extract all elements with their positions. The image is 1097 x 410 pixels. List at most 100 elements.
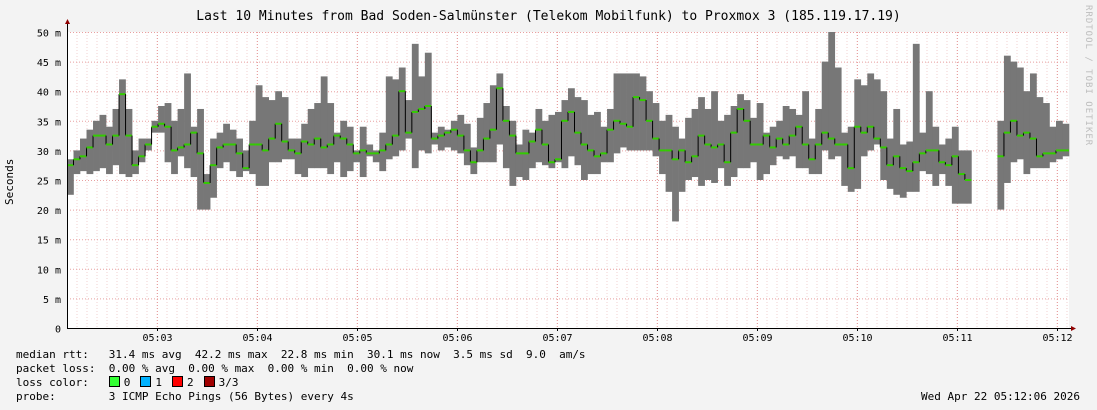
axes	[65, 19, 1076, 331]
smoke-bar	[958, 150, 966, 204]
loss-color-swatch	[171, 376, 183, 387]
smoke-bar	[763, 132, 770, 175]
smoke-bar	[216, 132, 224, 169]
smoke-bar	[515, 144, 523, 178]
smoke-bar	[1055, 120, 1063, 160]
smoke-bar	[1016, 67, 1024, 160]
chart-title: Last 10 Minutes from Bad Soden-Salmünste…	[196, 9, 901, 24]
x-tick-label: 05:04	[242, 333, 272, 344]
smoke-bar	[132, 150, 139, 175]
smoke-bar	[964, 150, 972, 204]
smoke-bar	[229, 129, 237, 172]
x-tick-label: 05:07	[542, 333, 572, 344]
smoke-bar	[613, 73, 621, 154]
smoke-bar	[385, 76, 393, 160]
smoke-bar	[581, 100, 588, 180]
smoke-bar	[262, 97, 269, 186]
smoke-bar	[607, 108, 614, 163]
smoke-bar	[587, 114, 595, 175]
probe-label: probe:	[16, 390, 56, 403]
smoke-bar	[210, 138, 217, 198]
smoke-bar	[346, 126, 354, 172]
smoke-bar	[620, 73, 627, 148]
loss-color-value: 2	[186, 376, 194, 389]
smoke-bar	[190, 126, 198, 178]
x-tick-label: 05:05	[342, 333, 372, 344]
smoke-bar	[756, 103, 764, 180]
legend-color-row: loss color: 0 1 2 3/3	[16, 376, 248, 389]
smoke-bar	[554, 111, 562, 163]
smoke-bar	[925, 91, 933, 175]
smoke-bar	[769, 126, 777, 166]
y-tick-label: 15 m	[37, 236, 61, 247]
smoke-bar	[912, 43, 920, 192]
smoke-bar	[184, 73, 191, 169]
smoke-bar	[691, 108, 699, 178]
median-marks	[67, 87, 1069, 184]
smoke-bar	[522, 129, 530, 180]
smoke-bar	[470, 147, 478, 175]
y-tick-label: 45 m	[37, 58, 61, 69]
smoke-bar	[125, 108, 133, 178]
smoke-bar	[457, 114, 465, 154]
y-tick-label: 30 m	[37, 147, 61, 158]
smoke-bar	[327, 103, 335, 175]
smoke-bar	[893, 108, 901, 195]
smoke-bar	[867, 73, 875, 151]
smoke-bar	[873, 79, 881, 145]
smoke-bar	[665, 114, 673, 192]
loss-color-item: 3/3	[203, 376, 238, 389]
smoke-bar	[353, 150, 361, 163]
y-tick-label: 5 m	[43, 295, 61, 306]
smoke-bar	[314, 103, 322, 169]
x-tick-label: 05:08	[642, 333, 672, 344]
smoke-bar	[80, 138, 87, 172]
x-tick-label: 05:09	[742, 333, 772, 344]
x-axis-arrow	[1071, 326, 1076, 331]
x-tick-label: 05:10	[842, 333, 872, 344]
loss-color-swatches: 0 1 2 3/3	[108, 376, 249, 389]
smoke-bar	[359, 126, 367, 178]
loss-label: packet loss:	[16, 362, 96, 375]
smoke-bar	[203, 174, 211, 210]
timestamp: Wed Apr 22 05:12:06 2026	[921, 390, 1080, 403]
smoke-bar	[340, 120, 348, 178]
loss-color-item: 1	[140, 376, 162, 389]
median-stats: 31.4 ms avg 42.2 ms max 22.8 ms min 30.1…	[108, 348, 586, 361]
smoke-bar	[366, 144, 374, 157]
y-tick-label: 40 m	[37, 88, 61, 99]
y-tick-label: 50 m	[37, 29, 61, 40]
smoke-bar	[626, 73, 634, 151]
smoke-bar	[158, 106, 165, 133]
smoke-bar	[411, 43, 419, 169]
smoke-bar	[932, 126, 940, 186]
smoke-bar	[320, 76, 328, 169]
smoke-bar	[698, 97, 705, 186]
smoke-bar	[398, 67, 406, 151]
y-axis-arrow	[65, 19, 70, 24]
loss-color-swatch	[203, 376, 215, 387]
smoke-bar	[483, 103, 491, 163]
smoke-bar	[418, 76, 426, 151]
smoke-bar	[802, 91, 810, 169]
x-tick-label: 05:12	[1042, 333, 1072, 344]
smoke-bar	[1029, 73, 1037, 169]
smoke-bar	[424, 52, 432, 154]
smoke-bar	[288, 138, 296, 160]
y-tick-label: 20 m	[37, 206, 61, 217]
smoke-bar	[997, 120, 1005, 210]
smoke-bar	[808, 138, 816, 175]
smoke-bar	[249, 120, 256, 175]
smoke-bar	[509, 120, 517, 186]
loss-color-value: 1	[155, 376, 162, 389]
smoke-bar	[119, 79, 126, 175]
legend-median-row: median rtt: 31.4 ms avg 42.2 ms max 22.8…	[16, 348, 586, 361]
smoke-bar	[834, 67, 842, 157]
smoke-bar	[275, 91, 283, 163]
smoke-bar	[1036, 97, 1044, 169]
smoke-bar	[899, 144, 907, 198]
smoke-bar	[177, 108, 185, 157]
probe-text: 3 ICMP Echo Pings (56 Bytes) every 4s	[108, 390, 354, 403]
smoke-bar	[1010, 61, 1018, 163]
smoke-bar	[568, 88, 575, 157]
